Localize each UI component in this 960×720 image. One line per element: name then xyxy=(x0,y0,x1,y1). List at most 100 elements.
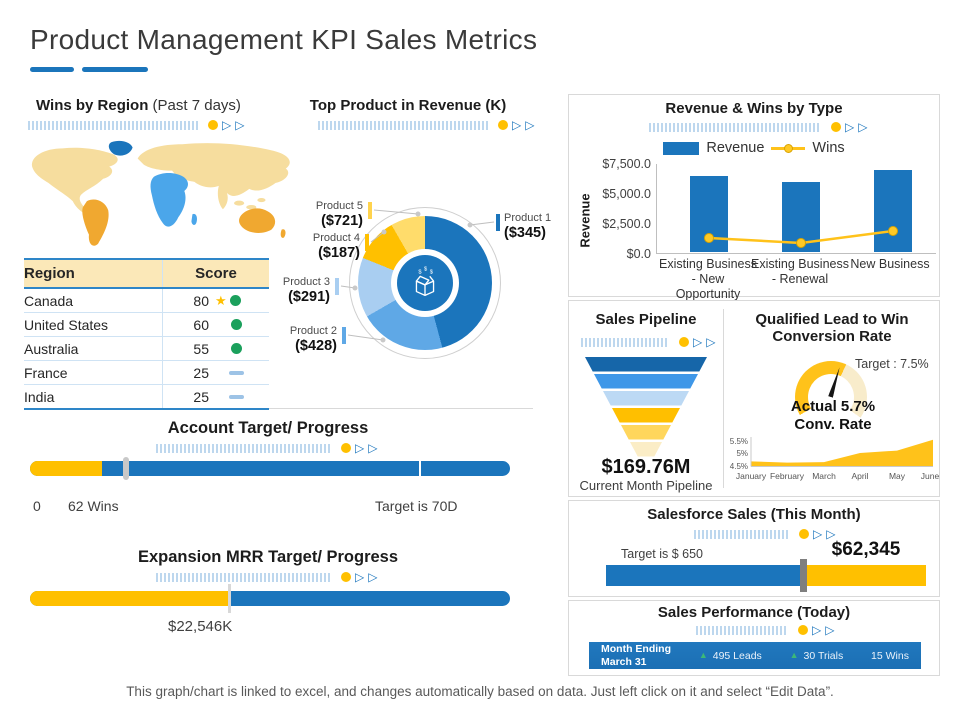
salesforce-title: Salesforce Sales (This Month) xyxy=(647,506,861,523)
trend-month-label: June xyxy=(921,471,939,481)
expansion-progress-bar xyxy=(30,584,510,613)
legend-revenue-label: Revenue xyxy=(706,140,765,156)
account-value-label: 62 Wins xyxy=(68,498,119,514)
conversion-trend-chart: 5.5% 5% 4.5% January February March Apri… xyxy=(730,437,939,481)
label-tick-product2 xyxy=(342,327,346,344)
play-icon: ▷ xyxy=(825,623,835,637)
slice-value: ($345) xyxy=(504,225,546,241)
tick-strip xyxy=(581,337,669,347)
performance-metric: ▲ 30 Trials xyxy=(790,650,844,662)
account-progress-fill xyxy=(30,461,102,476)
play-icon: ▷ xyxy=(368,441,378,455)
conversion-actual-line1: Actual 5.7% xyxy=(790,398,876,415)
map-island xyxy=(246,204,257,210)
donut-labels: Product 5 Product 4 Product 3 Product 2 … xyxy=(283,200,551,354)
tick-strip xyxy=(28,120,198,130)
play-icon: ▷ xyxy=(845,120,855,134)
tick-strip-decoration: ▷ ▷ xyxy=(696,623,835,637)
region-cell: India xyxy=(24,384,163,410)
tick-strip xyxy=(696,625,788,635)
dash-status-icon xyxy=(229,370,244,375)
pipeline-conversion-panel: Sales Pipeline ▷ ▷ $169.76M Current Mont… xyxy=(568,300,940,497)
label-tick-product1 xyxy=(496,214,500,231)
salesforce-handle[interactable] xyxy=(800,559,807,592)
map-eurasia xyxy=(137,143,290,210)
tick-strip-decoration: ▷ ▷ xyxy=(649,120,868,134)
label-tick-product4 xyxy=(365,234,369,251)
score-cell: 55 xyxy=(162,336,269,361)
tick-strip xyxy=(694,529,789,539)
bullet-dot-icon xyxy=(498,120,508,130)
wins-line-series xyxy=(704,226,898,248)
top-product-title: Top Product in Revenue (K) xyxy=(309,97,507,114)
green-status-icon xyxy=(231,343,242,354)
table-row: India 25 xyxy=(24,384,269,410)
performance-metric: ▲ 495 Leads xyxy=(699,650,762,662)
progress-handle[interactable] xyxy=(228,584,231,613)
play-icon: ▷ xyxy=(222,118,232,132)
target-tick xyxy=(419,461,421,476)
category-label: Existing Business - New Opportunity xyxy=(659,257,757,301)
y-tick-label: $0.0 xyxy=(626,247,651,261)
trend-y-tick: 5.5% xyxy=(730,437,748,446)
score-cell: 80 ★ xyxy=(162,288,269,313)
expansion-progress-title: Expansion MRR Target/ Progress xyxy=(137,548,399,566)
play-icon: ▷ xyxy=(525,118,535,132)
region-cell: Australia xyxy=(24,336,163,361)
bullet-dot-icon xyxy=(679,337,689,347)
sales-pipeline-title: Sales Pipeline xyxy=(595,311,697,328)
score-value: 60 xyxy=(193,316,209,333)
salesforce-target-label: Target is $ 650 xyxy=(621,547,703,561)
conversion-title: Qualified Lead to Win Conversion Rate xyxy=(755,311,909,346)
open-box-icon: $ $ $ xyxy=(415,267,435,297)
panel-divider xyxy=(723,309,724,488)
progress-handle[interactable] xyxy=(123,457,129,480)
map-australia xyxy=(239,208,276,233)
conversion-actual-line2: Conv. Rate xyxy=(794,416,872,433)
label-tick-product3 xyxy=(335,278,339,295)
legend-wins-label: Wins xyxy=(812,140,845,156)
play-icon: ▷ xyxy=(858,120,868,134)
pipeline-amount: $169.76M xyxy=(601,456,691,478)
legend-wins-swatch xyxy=(771,142,806,155)
salesforce-value: $62,345 xyxy=(831,539,901,560)
map-island xyxy=(257,198,266,203)
wins-by-region-title: Wins by Region (Past 7 days) xyxy=(36,97,241,114)
score-value: 55 xyxy=(193,340,209,357)
expansion-progress-fill xyxy=(30,591,230,606)
conversion-target-label: Target : 7.5% xyxy=(855,357,929,371)
slice-value: ($291) xyxy=(288,289,330,305)
score-value: 25 xyxy=(193,364,209,381)
map-island xyxy=(234,200,245,206)
bullet-dot-icon xyxy=(208,120,218,130)
performance-panel: Sales Performance (Today) ▷ ▷ Month Endi… xyxy=(568,600,940,676)
conversion-gauge xyxy=(795,361,867,433)
dash-status-icon xyxy=(229,394,244,399)
map-new-zealand xyxy=(280,229,286,238)
score-column-header: Score xyxy=(162,258,269,289)
expansion-value-label: $22,546K xyxy=(168,618,233,635)
tick-strip xyxy=(156,443,331,453)
bar-chart-plot xyxy=(656,164,936,254)
y-tick-label: $5,000.0 xyxy=(602,187,651,201)
wins-by-region-subtitle: (Past 7 days) xyxy=(152,97,241,114)
map-greenland xyxy=(108,140,133,156)
play-icon: ▷ xyxy=(826,527,836,541)
gauge-needle xyxy=(828,367,842,398)
star-icon: ★ xyxy=(215,293,227,308)
map-madagascar xyxy=(191,213,198,225)
bullet-dot-icon xyxy=(798,625,808,635)
play-icon: ▷ xyxy=(812,623,822,637)
bullet-dot-icon xyxy=(341,443,351,453)
tick-strip xyxy=(156,572,331,582)
bullet-dot-icon xyxy=(831,122,841,132)
trend-y-tick: 5% xyxy=(736,449,748,458)
play-icon: ▷ xyxy=(355,441,365,455)
slice-label: Product 3 xyxy=(283,276,330,288)
metric-value: 15 Wins xyxy=(871,649,909,662)
label-tick-product5 xyxy=(368,202,372,219)
svg-text:$: $ xyxy=(418,270,422,276)
tick-strip xyxy=(649,122,821,132)
play-icon: ▷ xyxy=(355,570,365,584)
